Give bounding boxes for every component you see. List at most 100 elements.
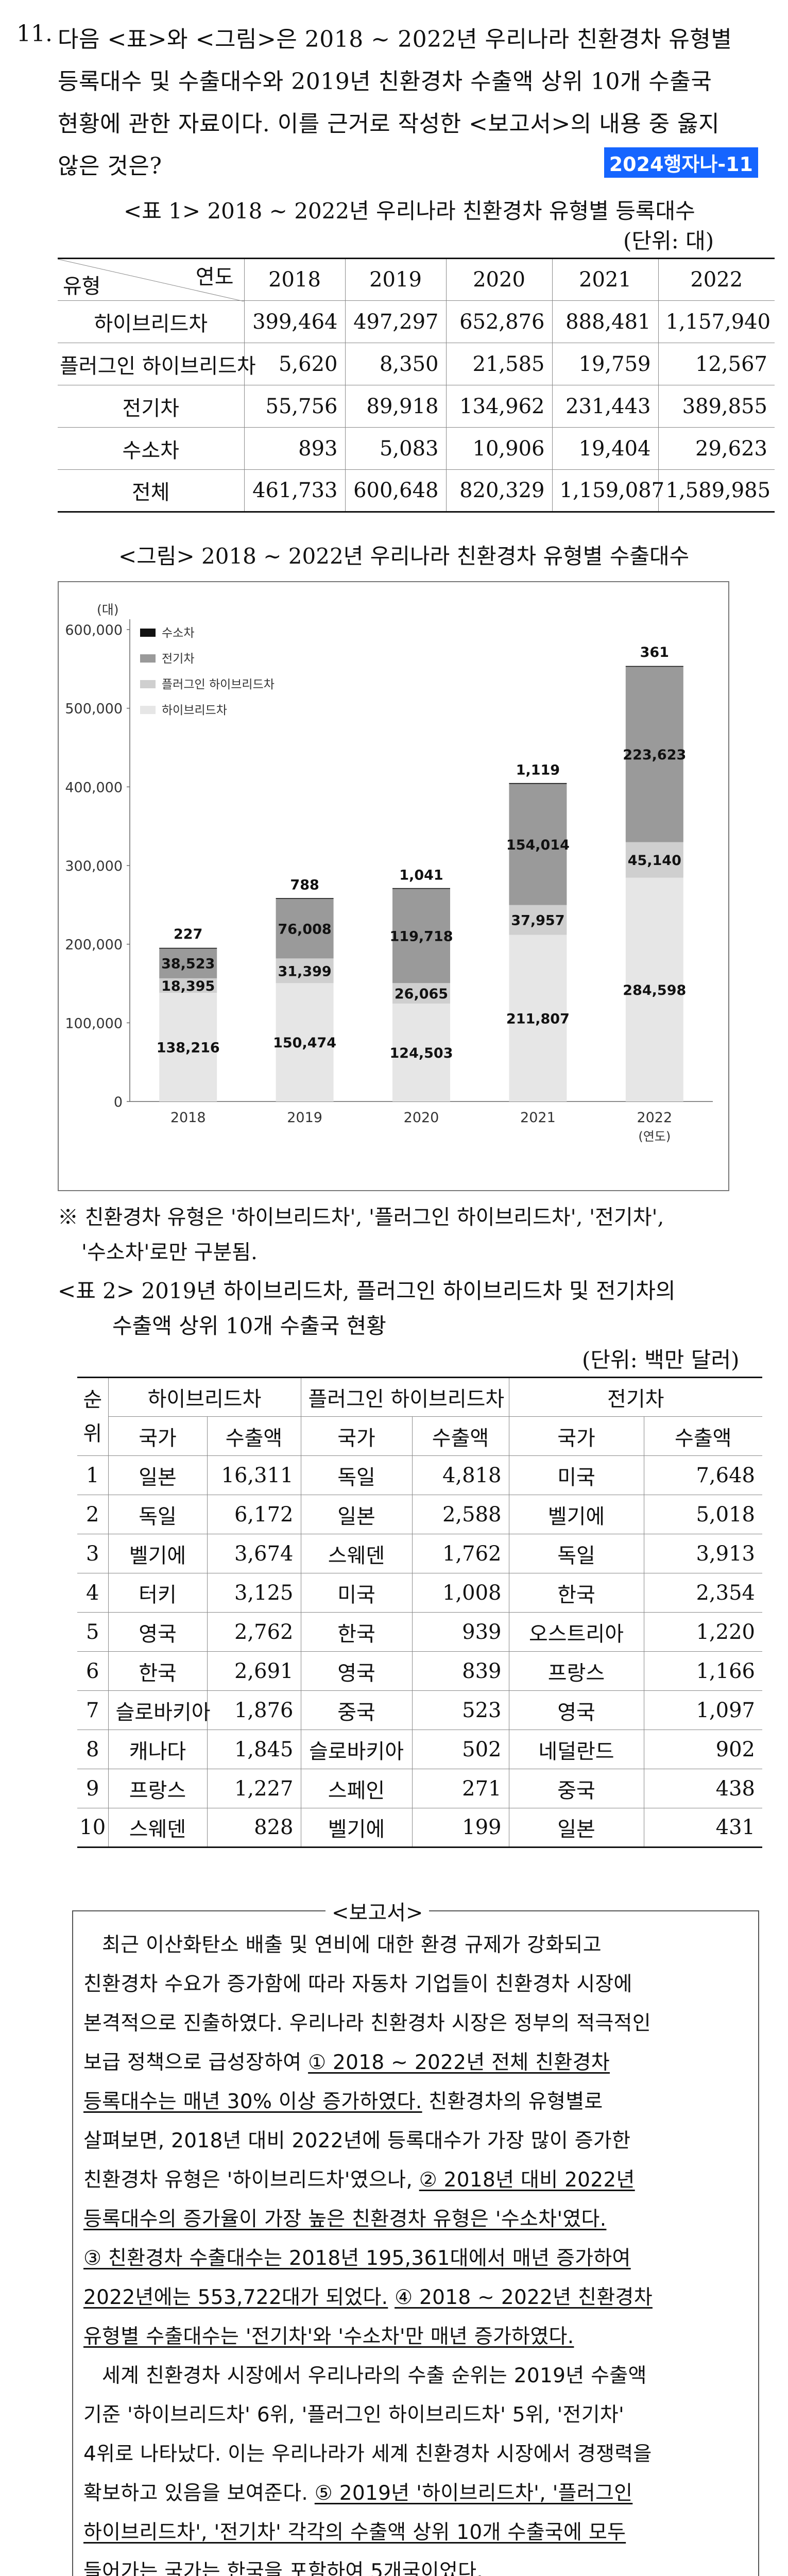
report-line: 최근 이산화탄소 배출 및 연비에 대한 환경 규제가 강화되고 (102, 1934, 602, 1957)
report-claim-3-cont: 2022년에는 553,722대가 되었다. (83, 2286, 388, 2309)
table2-cell-v2: 199 (412, 1808, 509, 1848)
table-row: 10 스웨덴 828 벨기에 199 일본 431 (77, 1808, 762, 1848)
table1-year-header: 2019 (345, 258, 447, 301)
data-label-hybrid: 284,598 (623, 982, 686, 998)
bar-segment-0 (625, 877, 683, 1101)
table2-cell-rank: 6 (77, 1651, 109, 1691)
data-label-ev: 154,014 (506, 837, 570, 853)
bar-segment-3 (392, 888, 450, 889)
chart-note-line-2: '수소차'로만 구분됨. (81, 1241, 258, 1264)
data-label-ev: 38,523 (161, 956, 215, 972)
table2-cell-c1: 터키 (108, 1573, 208, 1613)
table1-year-header: 2021 (552, 258, 659, 301)
table2-cell-v1: 1,876 (207, 1690, 301, 1730)
table2-caption-line-1: <표 2> 2019년 하이브리드차, 플러그인 하이브리드차 및 전기차의 (58, 1278, 676, 1303)
table2-cell-c1: 슬로바키아 (108, 1690, 211, 1730)
table2-cell-rank: 10 (77, 1808, 109, 1848)
table2-cell-rank: 2 (77, 1495, 109, 1534)
table2-cell-c1: 일본 (108, 1455, 208, 1495)
table-row: 7 슬로바키아 1,876 중국 523 영국 1,097 (77, 1690, 762, 1730)
report-claim-2-cont: 등록대수의 증가율이 가장 높은 친환경차 유형은 '수소차'였다. (83, 2208, 607, 2231)
report-claim-3: ③ 친환경차 수출대수는 2018년 195,361대에서 매년 증가하여 (83, 2247, 631, 2270)
data-label-hydrogen: 1,041 (399, 867, 443, 883)
bar-segment-3 (276, 898, 334, 899)
table2-cell-v2: 271 (412, 1769, 509, 1808)
data-label-hybrid: 124,503 (390, 1045, 453, 1061)
table2-cell-c2: 중국 (301, 1690, 413, 1730)
bar-segment-1 (625, 842, 683, 878)
table2-group-header: 하이브리드차 (108, 1377, 301, 1417)
table2-cell-c3: 벨기에 (509, 1495, 644, 1534)
table1-corner-cell: 연도 유형 (58, 258, 245, 301)
table1-value: 29,623 (658, 427, 775, 470)
bar-segment-0 (509, 935, 567, 1101)
data-label-phev: 31,399 (278, 963, 331, 979)
bar-segment-1 (509, 905, 567, 935)
table2-cell-v2: 939 (412, 1612, 509, 1652)
report-line: 친환경차 유형은 '하이브리드차'였으나, ② 2018년 대비 2022년 (83, 2164, 635, 2193)
report-text: 보급 정책으로 급성장하여 (83, 2051, 309, 2074)
table1-type: 플러그인 하이브리드차 (58, 343, 256, 385)
table2-cell-c1: 한국 (108, 1651, 208, 1691)
report-claim-1-cont: 등록대수는 매년 30% 이상 증가하였다. (83, 2090, 422, 2113)
table2-cell-rank: 1 (77, 1455, 109, 1495)
table-row: 전체 461,733 600,648 820,329 1,159,087 1,5… (58, 469, 775, 513)
data-label-hybrid: 150,474 (273, 1035, 336, 1051)
table1-value: 5,083 (345, 427, 447, 470)
x-tick-label: 2021 (520, 1110, 556, 1126)
legend-swatch (140, 706, 156, 714)
table2-cell-v1: 1,227 (207, 1769, 301, 1808)
x-tick-label: 2020 (404, 1110, 439, 1126)
table2-cell-c2: 슬로바키아 (301, 1730, 413, 1769)
table-row: 하이브리드차 399,464 497,297 652,876 888,481 1… (58, 300, 775, 343)
table2-cell-c1: 영국 (108, 1612, 208, 1652)
report-text (388, 2286, 395, 2309)
table1-value: 1,157,940 (658, 300, 775, 343)
report-line: 본격적으로 진출하였다. 우리나라 친환경차 시장은 정부의 적극적인 (83, 2012, 651, 2035)
table2-rank-header: 순위 (77, 1377, 109, 1456)
data-label-ev: 76,008 (278, 921, 331, 937)
y-tick-label: 300,000 (65, 858, 123, 874)
data-label-hydrogen: 1,119 (516, 762, 560, 778)
table-row: 6 한국 2,691 영국 839 프랑스 1,166 (77, 1651, 762, 1691)
data-label-phev: 18,395 (161, 978, 215, 994)
table2-cell-v2: 1,762 (412, 1534, 509, 1573)
table1-value: 19,759 (552, 343, 659, 385)
table2-cell-v3: 2,354 (644, 1573, 762, 1613)
table2-sub-country: 국가 (108, 1416, 208, 1456)
table2-cell-rank: 9 (77, 1769, 109, 1808)
legend-swatch (140, 629, 156, 637)
table2-cell-rank: 4 (77, 1573, 109, 1613)
table2-cell-v3: 5,018 (644, 1495, 762, 1534)
bar-segment-0 (276, 983, 334, 1101)
table-row: 1 일본 16,311 독일 4,818 미국 7,648 (77, 1455, 762, 1495)
report-line: 세계 친환경차 시장에서 우리나라의 수출 순위는 2019년 수출액 (102, 2364, 647, 2387)
table2-cell-v3: 7,648 (644, 1455, 762, 1495)
table2-cell-c2: 스페인 (301, 1769, 413, 1808)
report-claim-4: ④ 2018 ~ 2022년 친환경차 (395, 2286, 653, 2309)
bar-segment-0 (159, 992, 217, 1101)
table2-cell-v2: 839 (412, 1651, 509, 1691)
table-row: 5 영국 2,762 한국 939 오스트리아 1,220 (77, 1612, 762, 1652)
report-line: 등록대수는 매년 30% 이상 증가하였다. 친환경차의 유형별로 (83, 2086, 603, 2114)
x-tick-label: 2022 (637, 1110, 672, 1126)
table1-value: 89,918 (345, 385, 447, 428)
table1-type: 하이브리드차 (58, 300, 245, 343)
table2-cell-v3: 1,166 (644, 1651, 762, 1691)
table2-cell-c2: 독일 (301, 1455, 413, 1495)
report-claim-5-cont: 들어가는 국가는 한국을 포함하여 5개국이었다. (83, 2560, 484, 2576)
table1-corner-top: 연도 (195, 265, 234, 289)
legend-swatch (140, 654, 156, 663)
bar-segment-2 (625, 666, 683, 842)
table2-group-header: 플러그인 하이브리드차 (301, 1377, 509, 1417)
table1-value: 231,443 (552, 385, 659, 428)
table1-value: 1,589,985 (658, 469, 775, 513)
table2-cell-c2: 스웨덴 (301, 1534, 413, 1573)
table2-cell-c3: 일본 (509, 1808, 644, 1848)
bar-segment-1 (159, 978, 217, 993)
table1-year-header: 2018 (244, 258, 346, 301)
report-claim-2: ② 2018년 대비 2022년 (419, 2168, 635, 2192)
table2: 순위 하이브리드차 플러그인 하이브리드차 전기차 국가 수출액 국가 수출액 … (77, 1377, 762, 1848)
table2-cell-v2: 4,818 (412, 1455, 509, 1495)
